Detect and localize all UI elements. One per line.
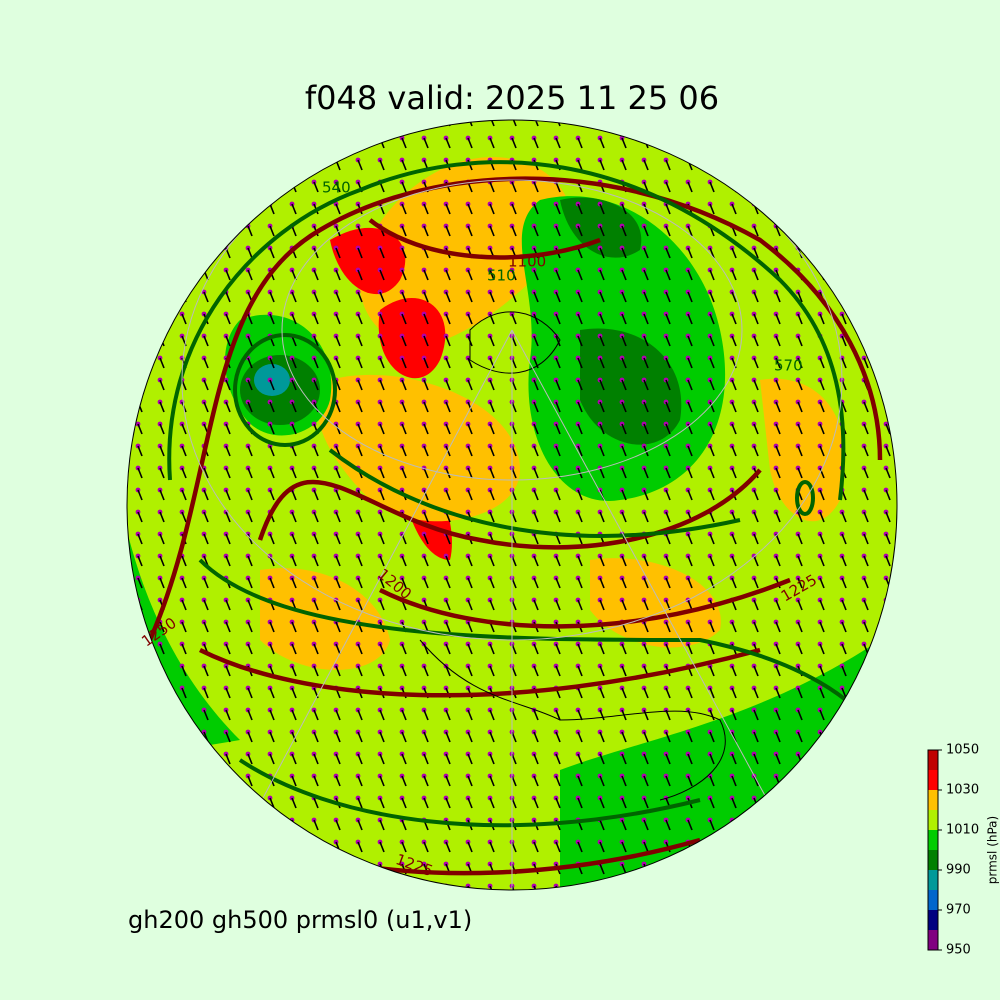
contour-label: 540 bbox=[322, 179, 351, 197]
title: f048 valid: 2025 11 25 06 bbox=[305, 79, 719, 117]
colorbar-segment bbox=[928, 770, 938, 790]
globe-outline bbox=[126, 119, 898, 891]
colorbar-tick-label: 970 bbox=[946, 903, 971, 918]
colorbar-tick-label: 990 bbox=[946, 863, 971, 878]
contour-label: 510 bbox=[487, 267, 516, 285]
colorbar-frame bbox=[927, 749, 939, 951]
colorbar-segment bbox=[928, 850, 938, 870]
contour-label: 570 bbox=[774, 357, 803, 375]
colorbar-segment bbox=[928, 750, 938, 770]
colorbar-segment bbox=[928, 910, 938, 930]
colorbar-tick-label: 1030 bbox=[946, 783, 979, 798]
colorbar-tick-label: 950 bbox=[946, 943, 971, 958]
colorbar: 950 970 990 1010 1030 1050 bbox=[927, 743, 979, 958]
colorbar-segment bbox=[928, 810, 938, 830]
colorbar-segment bbox=[928, 830, 938, 850]
colorbar-segment bbox=[928, 890, 938, 910]
colorbar-segment bbox=[928, 870, 938, 890]
colorbar-segment bbox=[928, 790, 938, 810]
colorbar-label: prmsl (hPa) bbox=[986, 816, 1000, 884]
contour-label: 1100 bbox=[508, 253, 546, 271]
colorbar-tick-label: 1010 bbox=[946, 823, 979, 838]
globe bbox=[127, 120, 897, 890]
colorbar-segment bbox=[928, 930, 938, 950]
subtitle: gh200 gh500 prmsl0 (u1,v1) bbox=[128, 906, 472, 934]
colorbar-tick-label: 1050 bbox=[946, 743, 979, 758]
